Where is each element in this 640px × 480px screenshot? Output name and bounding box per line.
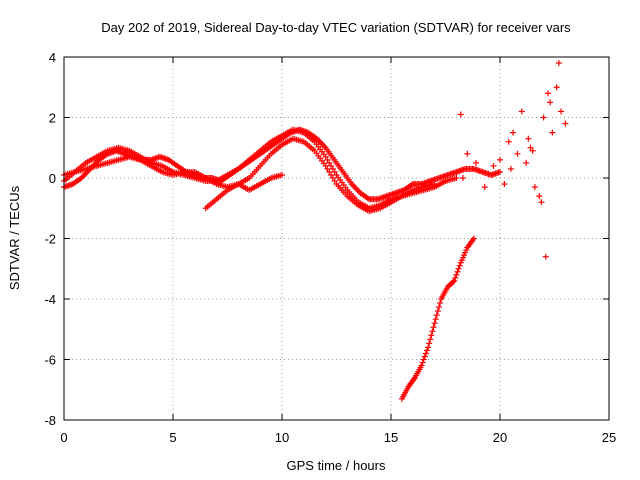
data-point-fill	[331, 168, 338, 175]
chart-title: Day 202 of 2019, Sidereal Day-to-day VTE…	[101, 20, 571, 35]
data-point	[418, 362, 425, 369]
data-point-fill	[328, 171, 335, 178]
data-point	[562, 120, 569, 127]
x-tick-label: 15	[384, 430, 398, 445]
data-point	[542, 253, 549, 260]
data-point	[553, 84, 560, 91]
data-point	[497, 168, 503, 175]
data-point	[544, 90, 551, 97]
y-tick-label: 0	[49, 171, 56, 186]
data-point-fill	[426, 340, 433, 347]
data-point	[540, 114, 547, 121]
data-point	[490, 162, 497, 169]
y-tick-label: -6	[44, 353, 56, 368]
data-point-fill	[329, 165, 336, 172]
data-point-fill	[454, 268, 461, 275]
data-point	[547, 99, 554, 106]
data-point-fill	[419, 359, 426, 366]
data-point	[510, 129, 517, 136]
data-point	[518, 108, 525, 115]
data-point-fill	[456, 262, 463, 269]
x-tick-label: 25	[602, 430, 616, 445]
data-point-fill	[429, 328, 436, 335]
data-point	[322, 153, 329, 160]
data-point-fill	[434, 308, 441, 315]
x-axis-label: GPS time / hours	[287, 458, 386, 473]
data-point	[459, 175, 466, 181]
data-point	[481, 184, 488, 191]
data-point-fill	[430, 324, 437, 331]
data-point	[470, 235, 477, 242]
data-point	[501, 181, 508, 188]
data-point-fill	[326, 159, 333, 166]
data-point	[536, 193, 543, 200]
data-point-fill	[452, 274, 459, 281]
data-point	[497, 156, 503, 163]
data-point-fill	[435, 304, 442, 311]
data-point-fill	[329, 175, 336, 181]
data-point-fill	[432, 316, 439, 323]
point-layer	[61, 60, 569, 402]
grid-layer	[64, 57, 609, 420]
data-point-fill	[428, 332, 435, 339]
data-point-fill	[423, 347, 430, 354]
data-point	[322, 162, 329, 169]
data-point	[451, 277, 458, 284]
data-point	[473, 159, 480, 166]
y-axis-label: SDTVAR / TECUs	[7, 185, 22, 290]
series-track-e	[398, 235, 477, 402]
y-tick-label: -4	[44, 292, 56, 307]
data-point-fill	[455, 265, 462, 272]
data-point	[523, 159, 530, 166]
data-point	[431, 320, 438, 327]
data-point-fill	[422, 350, 429, 357]
data-point-fill	[324, 156, 331, 163]
data-point-fill	[324, 165, 331, 172]
data-point	[555, 60, 562, 67]
axis-layer: 0 5 10 15 20 25 -8 -6 -4 -2 0 2 4	[44, 50, 616, 445]
data-point-fill	[326, 168, 333, 175]
data-point-fill	[453, 271, 460, 278]
data-point-fill	[437, 300, 444, 307]
data-point	[529, 147, 536, 154]
series-track-c	[61, 126, 503, 203]
data-point-fill	[331, 178, 338, 185]
data-point-fill	[450, 278, 457, 285]
data-point-fill	[421, 353, 428, 360]
data-point	[464, 150, 471, 157]
data-point	[514, 150, 521, 157]
data-point	[457, 111, 464, 118]
data-point	[527, 144, 534, 151]
x-tick-label: 5	[169, 430, 176, 445]
data-point	[525, 135, 532, 142]
data-point-fill	[427, 336, 434, 343]
data-point-fill	[328, 162, 335, 169]
y-tick-label: 4	[49, 50, 56, 65]
series-track-d	[202, 171, 285, 212]
data-point	[531, 184, 538, 191]
x-tick-label: 20	[493, 430, 507, 445]
series-scatter-tail	[457, 60, 569, 260]
x-tick-label: 10	[275, 430, 289, 445]
data-point	[538, 199, 545, 206]
data-point	[425, 344, 432, 351]
y-tick-label: -2	[44, 232, 56, 247]
data-point-fill	[433, 312, 440, 319]
data-point-fill	[420, 356, 427, 363]
data-point	[549, 129, 556, 136]
y-tick-label: -8	[44, 413, 56, 428]
y-tick-label: 2	[49, 111, 56, 126]
data-point	[279, 171, 285, 178]
plot-frame	[63, 56, 610, 421]
x-tick-label: 0	[60, 430, 67, 445]
data-point	[505, 138, 512, 145]
data-point	[507, 165, 514, 172]
data-point	[453, 175, 460, 181]
data-point	[558, 108, 565, 115]
